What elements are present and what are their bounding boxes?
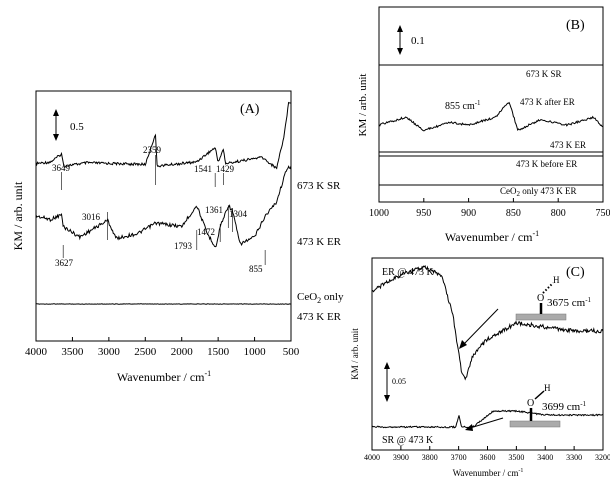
- panel-c-hydroxyl-free-diagram: O H 3699 cm-1: [509, 383, 587, 428]
- xtick-label-500: 500: [283, 346, 300, 358]
- xtick-label-3600: 3600: [480, 453, 496, 462]
- panel-b-scale-arrow-up: [397, 25, 403, 32]
- xtick-label-800: 800: [551, 208, 566, 219]
- panel-b-peak-label: 855 cm-1: [445, 99, 481, 112]
- panel-b-series-label-473k-er: 473 K ER: [550, 140, 586, 150]
- panel-a-scale-bar-label: 0.5: [70, 121, 84, 133]
- panel-a-annotation-3627: 3627: [55, 258, 74, 268]
- xtick-label-3500: 3500: [61, 346, 84, 358]
- xtick-label-950: 950: [416, 208, 431, 219]
- panel-a-series-label-ceo2: CeO2 only: [297, 291, 344, 305]
- panel-c-scale-arrow-down: [384, 395, 390, 402]
- xtick-label-3900: 3900: [393, 453, 409, 462]
- xtick-label-850: 850: [506, 208, 521, 219]
- panel-a-annotation-1541: 1541: [194, 164, 212, 174]
- panel-a-annotation-1361: 1361: [205, 205, 223, 215]
- panel-a-label: (A): [240, 102, 260, 117]
- xtick-label-900: 900: [461, 208, 476, 219]
- panel-a-annotation-3649: 3649: [52, 163, 71, 173]
- xtick-label-1500: 1500: [207, 346, 230, 358]
- xtick-label-750: 750: [596, 208, 610, 219]
- xtick-label-4000: 4000: [25, 346, 48, 358]
- panel-b-xlabel: Wavenumber / cm-1: [445, 229, 539, 244]
- panel-c-hbond-dotted: [542, 282, 554, 294]
- panel-a-scale-arrow-down: [53, 134, 59, 141]
- panel-c-xticks: 4000 3900 3800 3700 3600 3500 3400 3300 3200: [364, 446, 610, 462]
- panel-a: (A) 0.5 4000 3500 3000 2500 2000 1500 1000 500 …: [11, 90, 344, 384]
- panel-a-annotation-1793: 1793: [174, 241, 193, 251]
- series-line-473-k-after-er: [378, 101, 604, 132]
- panel-c-label: (C): [566, 265, 585, 280]
- panel-c-series: [371, 264, 604, 429]
- panel-b-frame: [378, 6, 604, 203]
- series-line-er-473-k: [371, 264, 604, 381]
- panel-c-series-label-sr: SR @ 473 K: [382, 435, 434, 446]
- panel-b-series-label-673k-sr: 673 K SR: [526, 69, 562, 79]
- panel-a-annotation-3016: 3016: [82, 212, 101, 222]
- panel-b-xticks: 1000 950 900 850 800 750: [369, 198, 610, 219]
- panel-c-surface-slab-1: [515, 313, 567, 321]
- panel-c-series-label-er: ER @ 473 K: [382, 267, 434, 278]
- panel-a-xticks: 4000 3500 3000 2500 2000 1500 1000 500: [25, 337, 300, 358]
- panel-c-frame: [371, 257, 604, 451]
- panel-c: (C) 0.05 4000 3900 3800 3700 3600 3500 3400 330…: [350, 257, 610, 478]
- xtick-label-2000: 2000: [171, 346, 194, 358]
- panel-a-annotation-1472: 1472: [197, 227, 215, 237]
- panel-a-series-label-473k-er-2: 473 K ER: [297, 311, 342, 323]
- series-line-673-k-sr: [35, 101, 292, 170]
- panel-c-ylabel: KM / arb. unit: [350, 328, 360, 380]
- xtick-label-4000: 4000: [364, 453, 380, 462]
- series-line-473-k-er: [35, 165, 292, 248]
- xtick-label-3400: 3400: [537, 453, 553, 462]
- xtick-label-1000: 1000: [244, 346, 267, 358]
- panel-c-scale-arrow-up: [384, 362, 390, 369]
- panel-a-annotation-855: 855: [249, 264, 263, 274]
- panel-a-annotation-2359: 2359: [143, 145, 162, 155]
- panel-c-hydroxyl-h-bonded-diagram: O H 3675 cm-1: [515, 275, 592, 321]
- panel-a-ylabel: KM / arb. unit: [11, 181, 25, 250]
- xtick-label-1000: 1000: [369, 208, 389, 219]
- panel-c-surface-slab-2: [509, 420, 561, 428]
- panel-a-annotation-1304: 1304: [229, 209, 248, 219]
- xtick-label-2500: 2500: [134, 346, 157, 358]
- panel-c-hydrogen-1: H: [553, 275, 560, 285]
- panel-c-pointer-arrowhead-1: [459, 340, 467, 349]
- panel-a-series: [35, 101, 292, 305]
- panel-b: (B) 0.1 1000 950 900 850 800 750 673 K SR 473…: [357, 6, 610, 244]
- panel-c-pointer-arrow-2: [469, 417, 504, 429]
- panel-c-scale-bar-label: 0.05: [392, 377, 406, 386]
- panel-b-series-label-ceo2: CeO2 only 473 K ER: [500, 186, 577, 198]
- xtick-label-3000: 3000: [98, 346, 121, 358]
- panel-b-series-label-473k-after-er: 473 K after ER: [520, 97, 575, 107]
- panel-c-oxygen-1: O: [537, 293, 544, 304]
- xtick-label-3200: 3200: [595, 453, 610, 462]
- panel-c-xlabel: Wavenumber / cm-1: [453, 468, 524, 478]
- panel-b-scale-arrow-down: [397, 48, 403, 55]
- panel-b-label: (B): [566, 18, 585, 33]
- panel-c-hydrogen-2: H: [544, 383, 551, 393]
- series-line-sr-473-k: [371, 409, 604, 429]
- xtick-label-3500: 3500: [508, 453, 524, 462]
- panel-a-xlabel: Wavenumber / cm-1: [117, 369, 211, 384]
- xtick-label-3300: 3300: [566, 453, 582, 462]
- xtick-label-3700: 3700: [451, 453, 467, 462]
- panel-a-series-label-673k-sr: 673 K SR: [297, 180, 341, 192]
- xtick-label-3800: 3800: [422, 453, 438, 462]
- panel-c-oh-bond: [534, 390, 545, 400]
- panel-a-scale-arrow-up: [53, 109, 59, 116]
- panel-b-scale-bar-label: 0.1: [411, 35, 425, 47]
- panel-b-series: [378, 64, 604, 186]
- panel-c-pointer-arrow-1: [462, 308, 499, 346]
- panel-b-ylabel: KM / arb. unit: [357, 74, 369, 137]
- panel-c-pointer-arrowhead-2: [465, 424, 473, 431]
- panel-c-oxygen-2: O: [527, 398, 534, 409]
- panel-a-series-label-473k-er: 473 K ER: [297, 236, 342, 248]
- panel-c-annotation-3699: 3699 cm-1: [542, 400, 587, 413]
- panel-b-series-label-473k-before-er: 473 K before ER: [516, 159, 577, 169]
- panel-a-annotation-1429: 1429: [216, 164, 235, 174]
- panel-c-annotation-3675: 3675 cm-1: [547, 296, 592, 309]
